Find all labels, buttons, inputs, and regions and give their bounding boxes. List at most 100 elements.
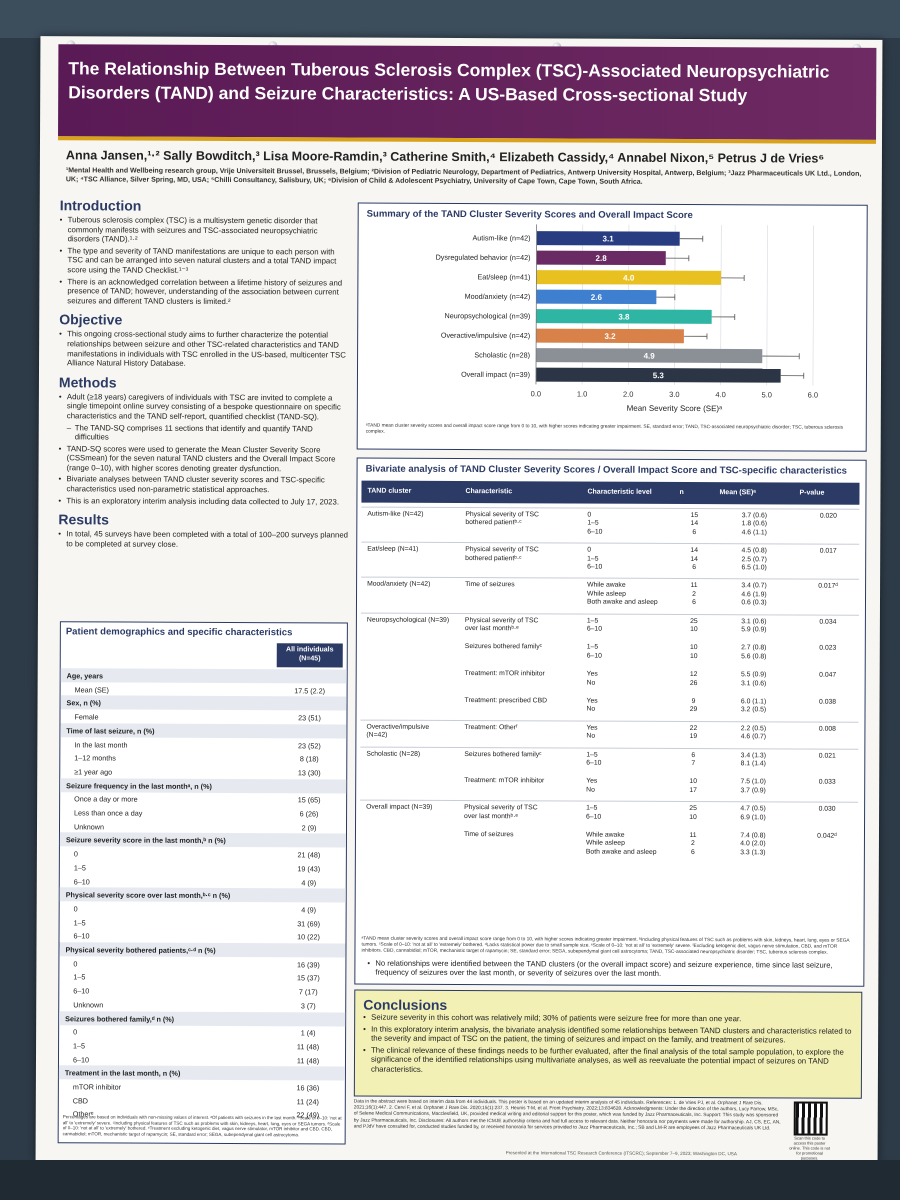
intro-bullet: The type and severity of TAND manifestat…: [59, 246, 349, 276]
bivariate-level: 0 1–5 6–10: [587, 546, 603, 571]
qr-code-icon[interactable]: [793, 1101, 828, 1136]
bivariate-mean: 3.4 (0.7) 4.6 (1.9) 0.6 (0.3): [741, 582, 767, 607]
chart-value-label: 4.0: [623, 273, 635, 282]
demographics-label: In the last month: [74, 739, 128, 750]
bivariate-table: Bivariate analysis of TAND Cluster Sever…: [354, 457, 867, 987]
bivariate-level: 1–5 6–10: [586, 617, 603, 633]
bivariate-pvalue: 0.034: [819, 618, 837, 626]
bivariate-n: 9 29: [689, 698, 698, 714]
bivariate-cluster: Overactive/impulsive (N=42): [366, 723, 430, 739]
demographics-value: 11 (24): [296, 1096, 319, 1107]
demographics-column-header: All individuals (N=45): [276, 643, 343, 668]
bivariate-mean: 4.7 (0.5) 6.9 (1.0): [740, 805, 766, 821]
chart-tick-label: 2.0: [623, 390, 633, 399]
intro-bullet: Tuberous sclerosis complex (TSC) is a mu…: [60, 215, 350, 245]
demographics-label: Once a day or more: [74, 794, 138, 804]
demographics-label: Unknown: [73, 1000, 104, 1010]
bivariate-cluster: Neuropsychological (N=39): [366, 616, 450, 624]
bivariate-pvalue: 0.021: [818, 752, 836, 760]
bivariate-n: 11 2 6: [689, 832, 697, 856]
methods-bullet: TAND-SQ scores were used to generate the…: [59, 444, 349, 474]
bivariate-characteristic: Seizures bothered familyᶜ: [464, 750, 542, 758]
bivariate-rows: Autism-like (N=42) Physical severity of T…: [358, 459, 866, 856]
bivariate-row-separator: [360, 719, 859, 723]
demographics-label: Sex, n (%): [66, 698, 101, 708]
wall-top: [0, 0, 900, 38]
chart-category-label: Overall impact (n=39): [461, 370, 530, 379]
bivariate-row-separator: [360, 746, 859, 750]
results-bullet: In total, 45 surveys have been completed…: [58, 530, 348, 550]
demographics-value: 31 (69): [297, 918, 321, 928]
demographics-label: Female: [74, 712, 99, 722]
chart-value-label: 4.9: [644, 352, 656, 361]
conclusion-bullet: In this exploratory interim analysis, th…: [363, 1024, 853, 1045]
bivariate-level: Yes No: [586, 697, 598, 714]
demographics-value: 19 (43): [297, 864, 321, 874]
bivariate-characteristic: Seizures bothered familyᶜ: [464, 643, 543, 651]
bivariate-characteristic: Treatment: Otherᶠ: [464, 723, 518, 732]
methods-bullet: This is an exploratory interim analysis …: [58, 496, 348, 507]
bivariate-mean: 7.5 (1.0) 3.7 (0.9): [740, 778, 766, 795]
demographics-title: Patient demographics and specific charac…: [65, 626, 293, 639]
demographics-label: 0: [73, 849, 78, 859]
chart-value-label: 3.8: [618, 312, 630, 321]
methods-bullet: Adult (≥18 years) caregivers of individu…: [59, 392, 349, 422]
chart-tick-label: 6.0: [808, 391, 818, 400]
demographics-table: Patient demographics and specific charac…: [57, 621, 348, 1145]
methods-heading: Methods: [58, 373, 117, 391]
demographics-value: 8 (18): [299, 754, 319, 764]
demographics-label: mTOR inhibitor: [72, 1082, 122, 1092]
demographics-label: Less than once a day: [74, 808, 143, 818]
chart-value-label: 3.1: [603, 234, 615, 243]
bivariate-n: 6 7: [691, 751, 696, 768]
results-heading: Results: [58, 511, 109, 528]
chart-category-label: Neuropsychological (n=39): [445, 311, 531, 320]
bivariate-mean: 3.7 (0.6) 1.8 (0.6) 4.6 (1.1): [741, 512, 768, 537]
poster: The Relationship Between Tuberous Sclero…: [35, 36, 883, 1166]
severity-chart-panel: Summary of the TAND Cluster Severity Sco…: [356, 202, 868, 452]
chart-bar: [536, 309, 712, 324]
chart-tick-label: 0.0: [531, 389, 541, 398]
conclusions-heading: Conclusions: [363, 996, 448, 1013]
demographics-value: 3 (7): [300, 1001, 316, 1011]
chart-category-label: Overactive/impulsive (n=42): [441, 331, 530, 340]
demographics-value: 7 (17): [298, 987, 318, 997]
bivariate-row-separator: [361, 576, 860, 581]
conclusion-bullet: The clinical relevance of these findings…: [363, 1045, 853, 1076]
intro-bullet: There is an acknowledged correlation bet…: [59, 277, 349, 307]
objective-heading: Objective: [59, 311, 123, 328]
chart-category-label: Scholastic (n=28): [474, 350, 530, 359]
poster-header: The Relationship Between Tuberous Sclero…: [58, 44, 877, 140]
bivariate-level: Yes No: [586, 724, 598, 740]
chart-bar: [535, 367, 781, 383]
demographics-label: 6–10: [72, 1054, 90, 1064]
demographics-label: Time of last seizure, n (%): [66, 726, 155, 736]
chart-category-label: Eat/sleep (n=41): [477, 272, 530, 281]
bivariate-header-mean: Mean (SE)ᵃ: [719, 489, 756, 497]
bivariate-n: 22 19: [689, 724, 698, 741]
bivariate-level: Yes No: [586, 777, 598, 794]
bivariate-pvalue: 0.038: [819, 698, 837, 706]
demographics-value: 6 (26): [299, 809, 319, 819]
chart-value-label: 2.8: [596, 254, 608, 263]
bivariate-pvalue: 0.047: [819, 671, 837, 679]
bivariate-level: 0 1–5 6–10: [587, 511, 603, 536]
bivariate-characteristic: Treatment: prescribed CBD: [464, 697, 548, 705]
bivariate-characteristic: Time of seizures: [463, 831, 514, 839]
chart-gridline: [766, 225, 768, 386]
bivariate-characteristic: Treatment: mTOR inhibitor: [464, 670, 545, 678]
bivariate-characteristic: Treatment: mTOR inhibitor: [464, 777, 545, 785]
demographics-label: 1–5: [73, 917, 86, 927]
demographics-label: Physical severity bothered patients,ᶜ·ᵈ …: [65, 945, 216, 955]
demographics-label: 1–5: [73, 1041, 86, 1051]
demographics-label: Unknown: [73, 822, 105, 832]
demographics-label: 1–5: [73, 972, 86, 982]
demographics-value: 11 (48): [296, 1042, 320, 1052]
bivariate-pvalue: 0.017: [819, 547, 837, 555]
demographics-label: CBD: [72, 1096, 89, 1106]
bivariate-level: While awake While asleep Both awake and …: [586, 581, 658, 607]
bivariate-pvalue: 0.020: [819, 512, 837, 520]
bivariate-characteristic: Physical severity of TSC bothered patien…: [465, 546, 539, 562]
bivariate-row-separator: [361, 541, 860, 545]
bivariate-mean: 3.4 (1.3) 8.1 (1.4): [740, 751, 767, 768]
